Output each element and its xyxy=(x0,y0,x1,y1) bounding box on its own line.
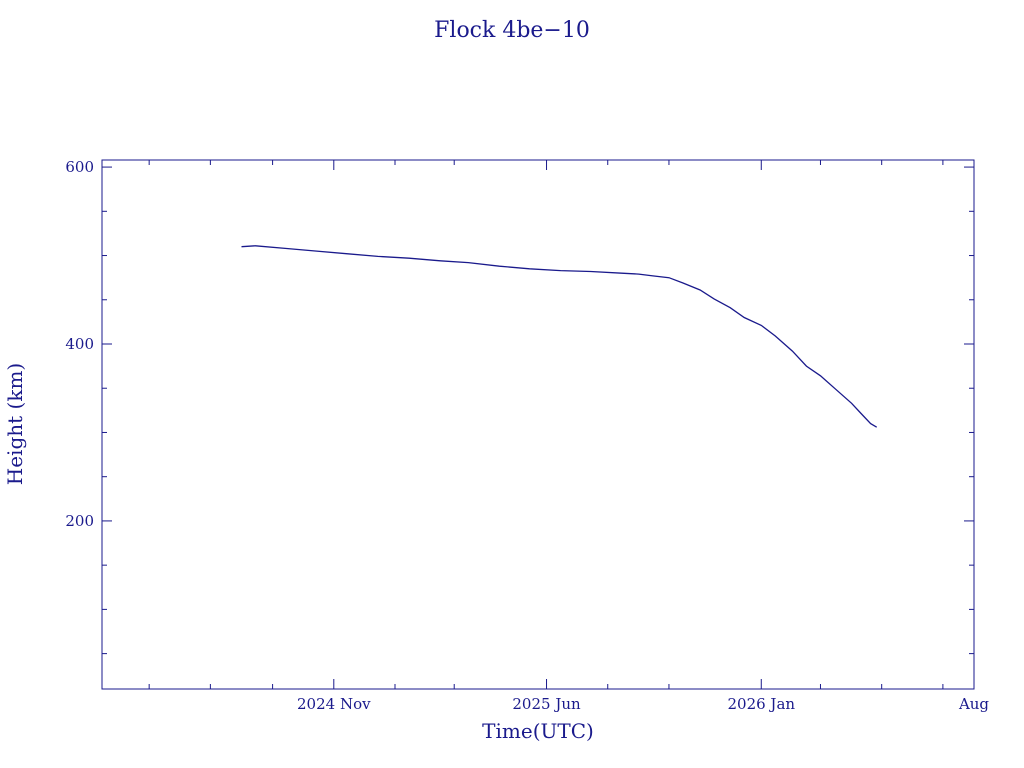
chart-title: Flock 4be−10 xyxy=(434,18,590,43)
plot-frame xyxy=(101,159,975,690)
tick-labels: 2024 Nov 2025 Jun 2026 Jan Aug 200 400 600 xyxy=(65,158,989,713)
axis-ticks xyxy=(102,160,975,689)
y-tick-label: 600 xyxy=(65,158,94,176)
series-line xyxy=(241,245,878,428)
y-tick-label: 400 xyxy=(65,335,94,353)
y-axis-label: Height (km) xyxy=(3,363,27,485)
y-tick-label: 200 xyxy=(65,512,94,530)
x-tick-label: Aug xyxy=(958,695,989,713)
x-tick-label: 2025 Jun xyxy=(512,695,581,713)
x-tick-label: 2024 Nov xyxy=(297,695,371,713)
x-tick-label: 2026 Jan xyxy=(727,695,795,713)
x-axis-label: Time(UTC) xyxy=(482,719,594,743)
